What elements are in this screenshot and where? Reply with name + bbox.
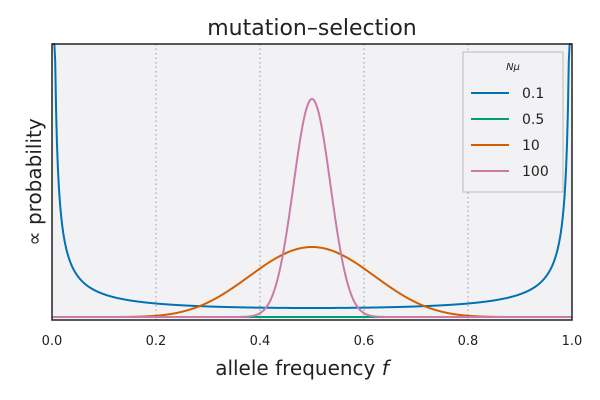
- series-lines: [52, 43, 572, 318]
- x-tick-label-0: 0.0: [42, 334, 63, 349]
- legend-label-0_1: 0.1: [522, 86, 544, 102]
- x-tick-label-4: 0.8: [458, 334, 479, 349]
- legend-title: Nμ: [506, 62, 520, 73]
- y-axis-label: ∝ probability: [22, 118, 46, 246]
- legend: Nμ 0.1 0.5 10 100: [462, 51, 564, 193]
- legend-label-100: 100: [522, 164, 549, 180]
- x-axis-label: allele frequency f: [215, 356, 392, 380]
- x-tick-label-5: 1.0: [562, 334, 583, 349]
- chart-title: mutation–selection: [207, 16, 417, 41]
- legend-box: [462, 51, 564, 193]
- series-line-0_1: [52, 43, 572, 309]
- x-tick-label-2: 0.4: [250, 334, 271, 349]
- x-ticks: 0.0 0.2 0.4 0.6 0.8 1.0: [42, 334, 583, 349]
- series-line-100: [52, 98, 572, 318]
- x-tick-label-3: 0.6: [354, 334, 375, 349]
- x-tick-label-1: 0.2: [146, 334, 167, 349]
- legend-label-10: 10: [522, 138, 540, 154]
- legend-label-0_5: 0.5: [522, 112, 544, 128]
- x-axis-label-text: allele frequency: [215, 356, 375, 380]
- x-axis-symbol: f: [382, 356, 392, 380]
- plot-frame: [51, 43, 573, 321]
